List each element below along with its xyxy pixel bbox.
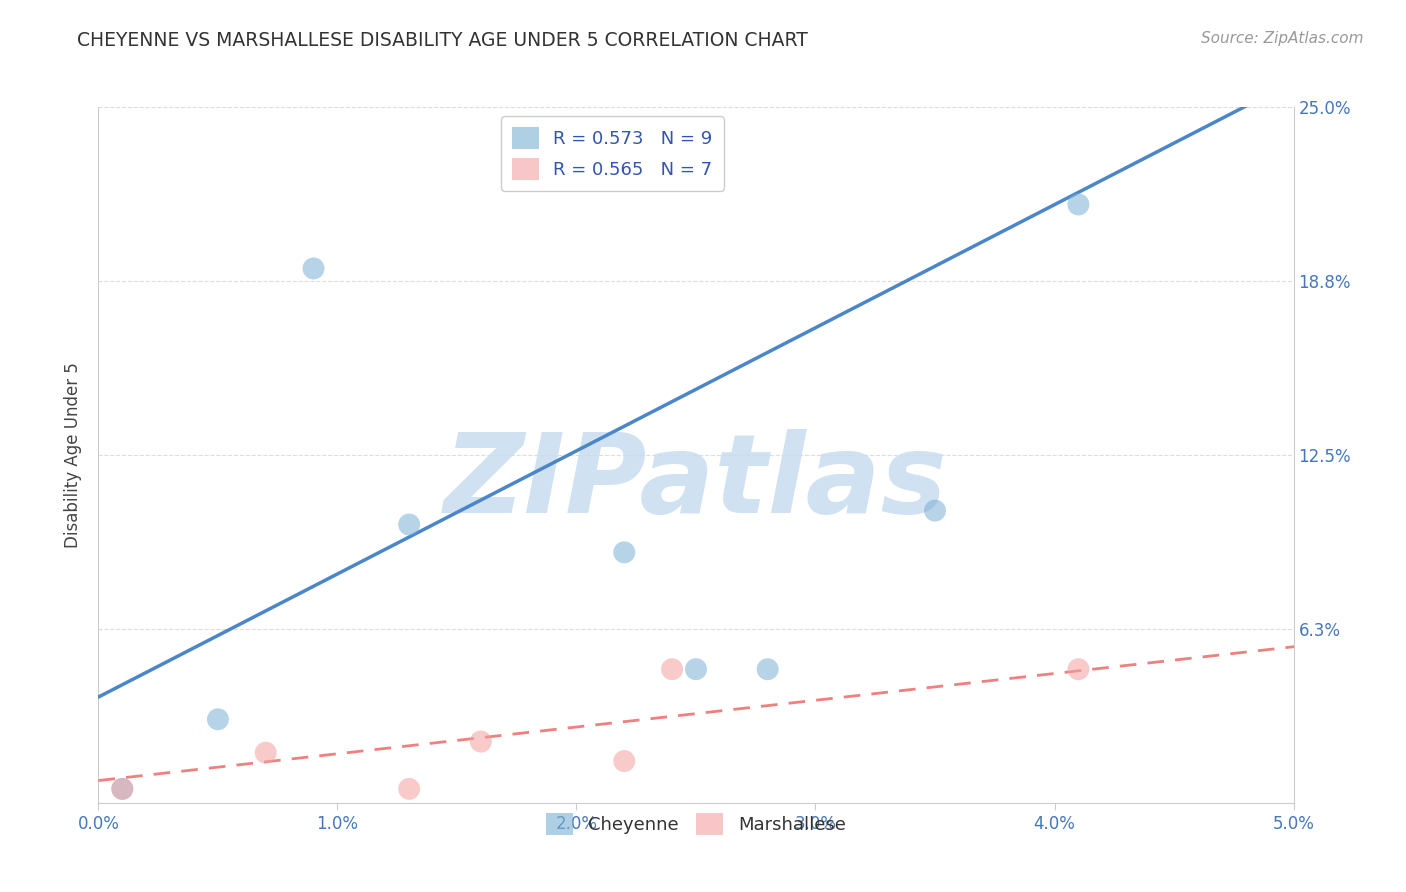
- Point: [924, 503, 946, 517]
- Point: [302, 261, 325, 276]
- Point: [685, 662, 707, 676]
- Point: [613, 754, 636, 768]
- Point: [1067, 197, 1090, 211]
- Point: [398, 781, 420, 796]
- Text: Source: ZipAtlas.com: Source: ZipAtlas.com: [1201, 31, 1364, 46]
- Text: CHEYENNE VS MARSHALLESE DISABILITY AGE UNDER 5 CORRELATION CHART: CHEYENNE VS MARSHALLESE DISABILITY AGE U…: [77, 31, 808, 50]
- Point: [756, 662, 779, 676]
- Point: [254, 746, 277, 760]
- Point: [398, 517, 420, 532]
- Text: ZIPatlas: ZIPatlas: [444, 429, 948, 536]
- Point: [470, 734, 492, 748]
- Point: [661, 662, 683, 676]
- Y-axis label: Disability Age Under 5: Disability Age Under 5: [65, 362, 83, 548]
- Point: [1067, 662, 1090, 676]
- Point: [613, 545, 636, 559]
- Point: [207, 712, 229, 726]
- Point: [111, 781, 134, 796]
- Point: [111, 781, 134, 796]
- Legend: Cheyenne, Marshallese: Cheyenne, Marshallese: [538, 806, 853, 842]
